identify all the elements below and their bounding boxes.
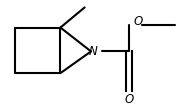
Text: O: O <box>125 93 134 106</box>
Text: N: N <box>88 45 97 58</box>
Text: O: O <box>133 15 143 28</box>
